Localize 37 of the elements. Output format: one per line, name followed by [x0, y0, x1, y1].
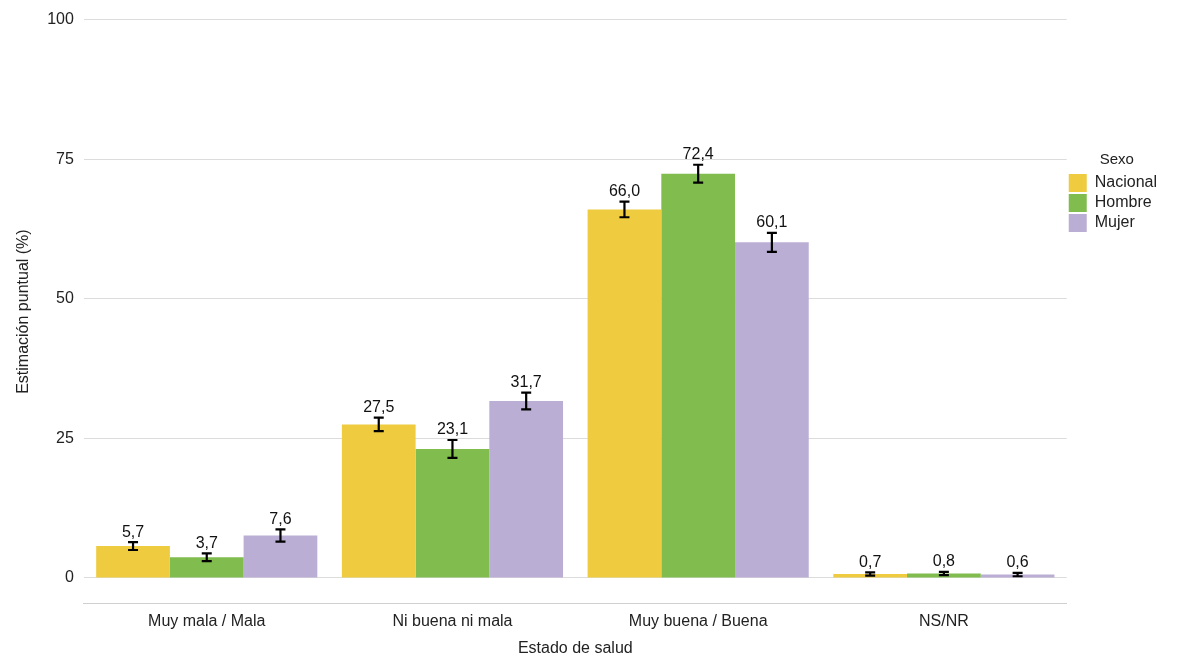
y-tick-label: 25 — [56, 428, 74, 446]
y-tick-label: 75 — [56, 149, 74, 167]
bar — [907, 573, 981, 578]
bar — [96, 546, 170, 578]
x-tick-label: NS/NR — [919, 611, 969, 629]
x-axis-title: Estado de salud — [517, 638, 633, 656]
data-label: 0,8 — [932, 552, 956, 570]
data-label: 3,7 — [195, 533, 218, 551]
bar — [661, 173, 736, 578]
bar — [243, 535, 318, 578]
bar — [489, 400, 564, 578]
x-tick-label: Ni buena ni mala — [392, 611, 513, 629]
data-label: 72,4 — [682, 145, 714, 163]
bar — [341, 424, 416, 578]
legend-label: Hombre — [1094, 193, 1152, 211]
data-label: 27,5 — [363, 398, 395, 416]
x-tick-label: Muy mala / Mala — [148, 611, 266, 629]
data-label: 7,6 — [269, 509, 292, 527]
bar — [735, 242, 809, 578]
data-label: 31,7 — [510, 372, 542, 390]
y-axis-title: Estimación puntual (%) — [14, 229, 32, 394]
legend-title: Sexo — [1099, 149, 1134, 167]
y-tick-label: 50 — [56, 289, 74, 307]
data-label: 66,0 — [608, 182, 641, 200]
y-tick-label: 0 — [64, 568, 74, 586]
data-label: 23,1 — [436, 420, 469, 438]
data-label: 60,1 — [756, 213, 788, 231]
data-label: 0,6 — [1006, 553, 1029, 571]
bar — [587, 209, 662, 578]
data-label: 5,7 — [121, 522, 145, 540]
x-tick-label: Muy buena / Buena — [628, 611, 768, 629]
bar — [169, 557, 244, 578]
legend-label: Nacional — [1094, 173, 1158, 191]
bar — [415, 448, 490, 578]
data-label: 0,7 — [859, 552, 882, 570]
legend-label: Mujer — [1094, 213, 1136, 231]
y-tick-label: 100 — [47, 10, 74, 28]
